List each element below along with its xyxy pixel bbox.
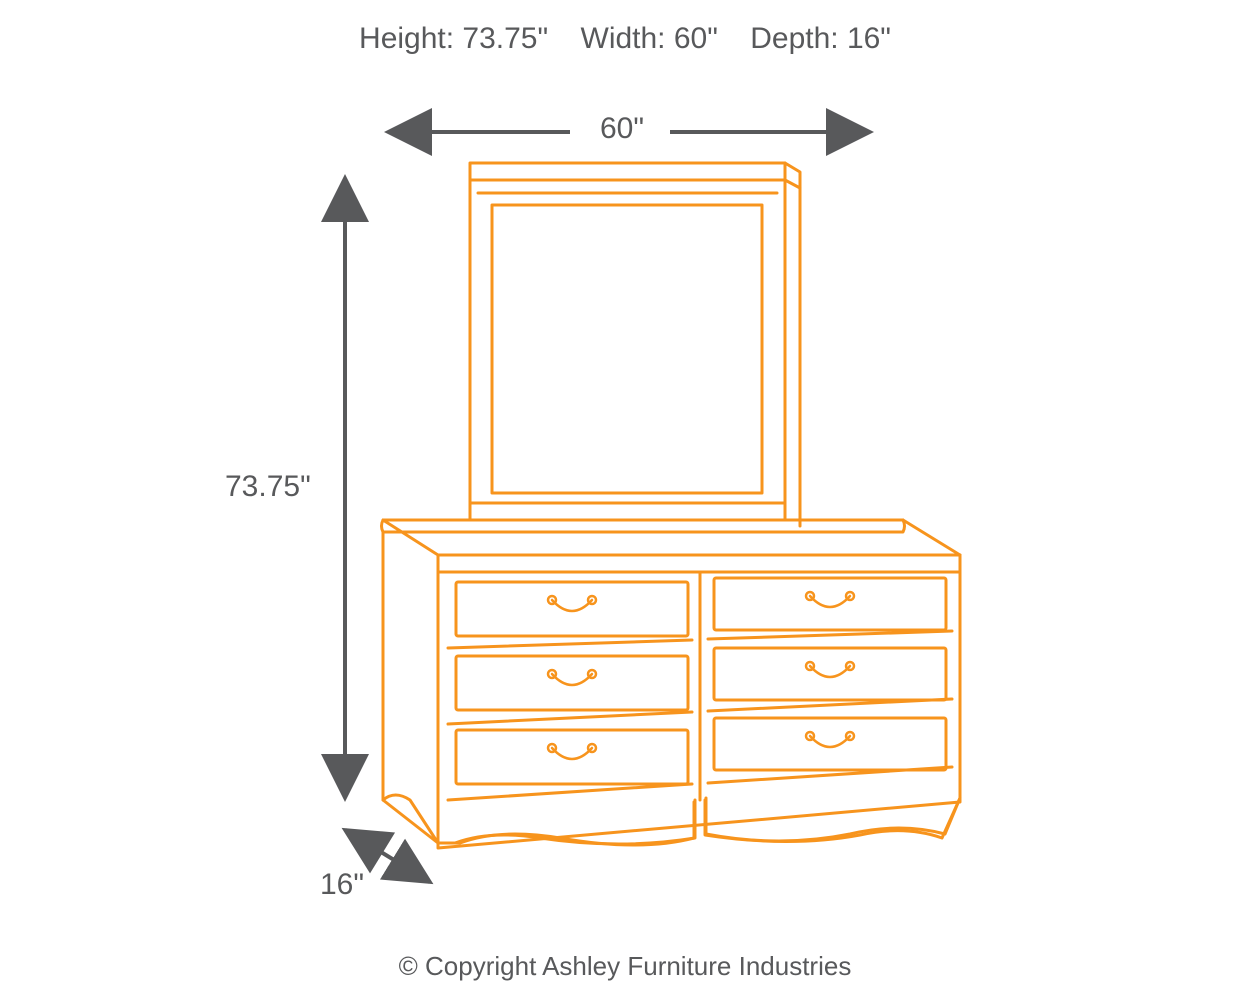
height-dimension-label: 73.75" xyxy=(225,470,311,504)
width-dimension-label: 60" xyxy=(600,112,644,146)
furniture-diagram xyxy=(0,0,1250,1000)
copyright-text: © Copyright Ashley Furniture Industries xyxy=(0,951,1250,982)
depth-dimension-label: 16" xyxy=(320,868,364,902)
dresser-with-mirror-drawing xyxy=(382,163,961,848)
